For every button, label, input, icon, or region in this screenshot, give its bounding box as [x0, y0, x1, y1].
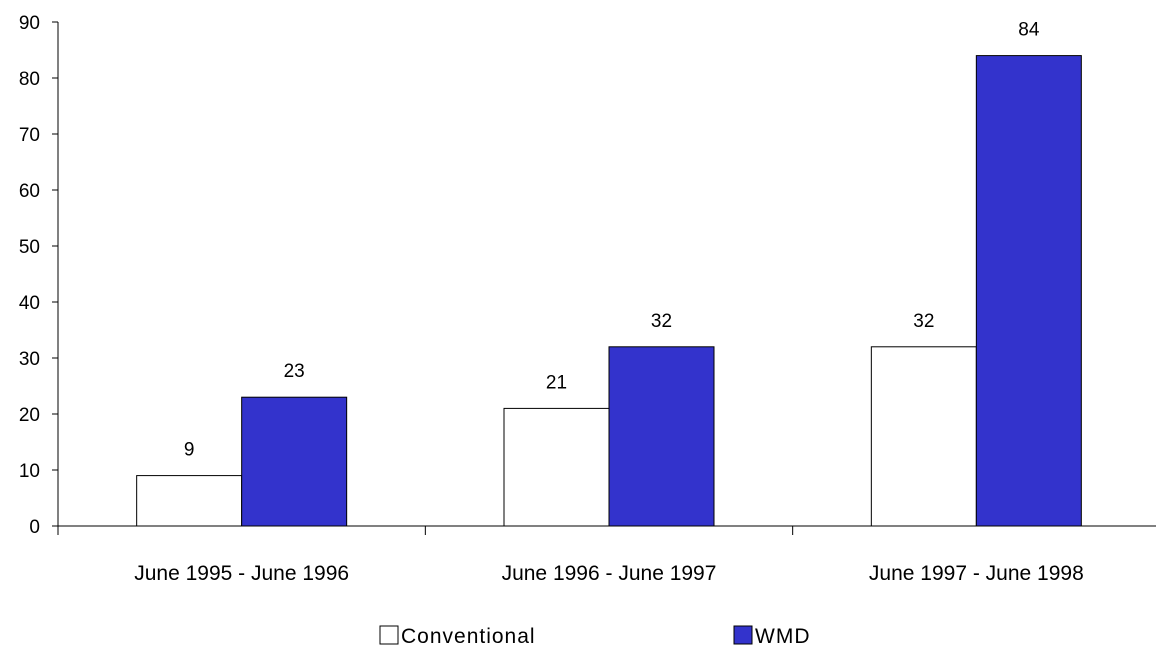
legend-swatch-wmd	[733, 625, 753, 645]
data-label: 84	[1018, 20, 1040, 41]
y-tick-label: 70	[19, 125, 40, 146]
legend: Conventional WMD	[379, 625, 810, 648]
bar-wmd	[241, 396, 348, 527]
legend-label: Conventional	[401, 625, 536, 648]
bar-conventional	[870, 346, 977, 527]
category-labels: June 1995 - June 1996 June 1996 - June 19…	[134, 562, 1084, 585]
y-tick-label: 80	[19, 69, 40, 90]
bar-conventional	[503, 407, 610, 527]
y-axis-ticks: 0 10 20 30 40 50 60 70 80 90	[19, 13, 58, 538]
bars	[136, 55, 1082, 527]
y-tick-label: 60	[19, 181, 40, 202]
data-label: 32	[913, 311, 934, 332]
y-tick-label: 0	[29, 517, 40, 538]
bar-wmd	[975, 55, 1082, 527]
y-tick-label: 50	[19, 237, 40, 258]
y-tick-label: 10	[19, 461, 40, 482]
category-label: June 1997 - June 1998	[869, 562, 1084, 585]
y-tick-label: 40	[19, 293, 40, 314]
x-axis-ticks	[57, 526, 794, 535]
y-tick-label: 90	[19, 13, 40, 34]
bar-wmd	[608, 346, 715, 527]
data-label: 32	[651, 311, 672, 332]
y-tick-label: 30	[19, 349, 40, 370]
legend-label: WMD	[755, 625, 810, 648]
y-tick-label: 20	[19, 405, 40, 426]
data-label: 21	[546, 372, 567, 393]
category-label: June 1995 - June 1996	[134, 562, 349, 585]
bar-conventional	[136, 475, 243, 527]
legend-swatch-conventional	[379, 625, 399, 645]
data-label: 9	[184, 440, 195, 461]
data-label: 23	[284, 361, 305, 382]
category-label: June 1996 - June 1997	[502, 562, 717, 585]
data-labels: 9 23 21 32 32 84	[184, 20, 1040, 461]
